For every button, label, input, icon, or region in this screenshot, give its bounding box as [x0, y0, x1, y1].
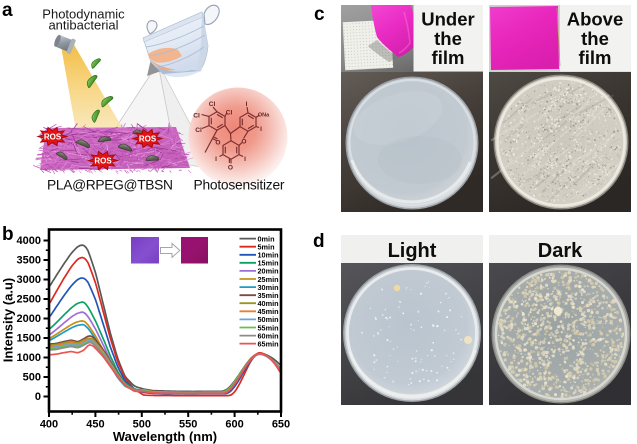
svg-text:60min: 60min [258, 331, 279, 340]
svg-text:500: 500 [133, 419, 151, 431]
svg-text:the: the [581, 28, 609, 49]
svg-text:I: I [246, 101, 248, 108]
svg-text:Wavelength (nm): Wavelength (nm) [113, 429, 217, 444]
svg-text:650: 650 [272, 419, 290, 431]
svg-text:3000: 3000 [17, 274, 41, 286]
svg-text:ROS: ROS [139, 135, 157, 144]
svg-text:Cl: Cl [195, 127, 202, 134]
svg-text:3500: 3500 [17, 255, 41, 267]
svg-text:film: film [432, 47, 465, 68]
svg-text:30min: 30min [258, 283, 279, 292]
svg-text:ROS: ROS [94, 157, 112, 166]
svg-text:O: O [228, 165, 233, 172]
svg-text:Photodynamic: Photodynamic [42, 7, 125, 22]
svg-text:Above: Above [567, 8, 624, 29]
svg-text:Cl: Cl [209, 101, 216, 108]
svg-text:400: 400 [40, 419, 58, 431]
svg-text:45min: 45min [258, 307, 279, 316]
svg-text:5min: 5min [258, 243, 275, 252]
svg-text:40min: 40min [258, 299, 279, 308]
svg-text:a: a [2, 0, 13, 21]
svg-text:550: 550 [179, 419, 197, 431]
svg-text:2000: 2000 [17, 313, 41, 325]
svg-text:Light: Light [388, 240, 437, 262]
svg-text:35min: 35min [258, 291, 279, 300]
svg-text:Cl: Cl [226, 110, 233, 117]
svg-text:ONa: ONa [258, 113, 270, 119]
svg-text:Intensity (a.u): Intensity (a.u) [1, 278, 16, 363]
svg-text:O: O [241, 139, 246, 146]
svg-text:I: I [215, 156, 217, 163]
svg-text:2500: 2500 [17, 294, 41, 306]
svg-text:d: d [313, 231, 325, 252]
svg-text:Cl: Cl [193, 113, 200, 120]
svg-text:20min: 20min [258, 267, 279, 276]
svg-text:PLA@RPEG@TBSN: PLA@RPEG@TBSN [47, 178, 173, 193]
svg-text:I: I [260, 126, 262, 133]
svg-text:0min: 0min [258, 234, 275, 243]
svg-text:4000: 4000 [17, 235, 41, 247]
svg-text:b: b [2, 224, 14, 245]
svg-text:55min: 55min [258, 323, 279, 332]
svg-text:ROS: ROS [44, 133, 62, 142]
svg-text:Dark: Dark [538, 240, 583, 262]
svg-text:antibacterial: antibacterial [48, 18, 118, 33]
svg-text:500: 500 [23, 372, 41, 384]
svg-text:15min: 15min [258, 259, 279, 268]
svg-text:65min: 65min [258, 339, 279, 348]
svg-text:Photosensitizer: Photosensitizer [194, 178, 285, 193]
svg-text:50min: 50min [258, 315, 279, 324]
svg-text:I: I [244, 156, 246, 163]
svg-text:1500: 1500 [17, 333, 41, 345]
svg-text:1000: 1000 [17, 352, 41, 364]
svg-text:Under: Under [421, 8, 474, 29]
svg-text:450: 450 [86, 419, 104, 431]
svg-text:600: 600 [225, 419, 243, 431]
svg-text:10min: 10min [258, 251, 279, 260]
svg-text:25min: 25min [258, 275, 279, 284]
svg-text:the: the [434, 28, 462, 49]
svg-text:O: O [215, 140, 220, 147]
svg-text:film: film [579, 47, 612, 68]
svg-text:c: c [314, 4, 325, 25]
svg-text:0: 0 [35, 391, 41, 403]
